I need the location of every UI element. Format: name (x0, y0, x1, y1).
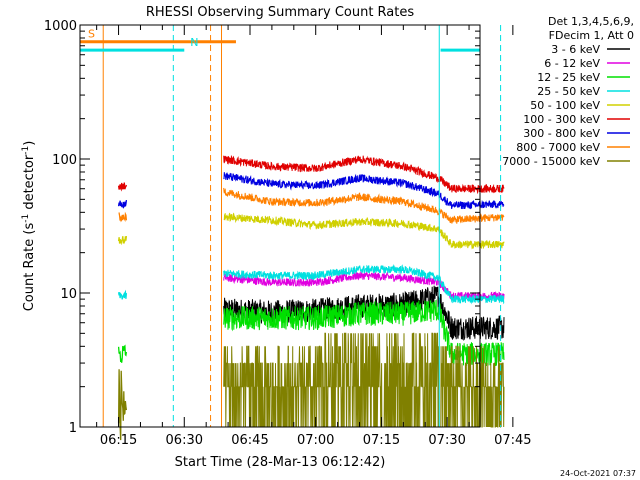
y-tick-label: 1000 (44, 19, 77, 34)
series-line-early (117, 182, 128, 192)
x-tick-label: 06:45 (231, 433, 268, 448)
x-tick-label: 07:15 (363, 433, 400, 448)
series-trace (117, 172, 505, 210)
y-tick-label: 100 (52, 153, 77, 168)
flag-label: S (88, 28, 95, 41)
legend-header-2: FDecim 1, Att 0 (549, 29, 634, 42)
series-line-early (117, 344, 128, 363)
legend-entry-label: 50 - 100 keV (530, 99, 600, 112)
series-line-early (117, 236, 128, 246)
x-tick-label: 07:00 (297, 433, 334, 448)
series-line-main (223, 332, 505, 428)
plot-area: SN (79, 25, 505, 441)
series-trace (117, 212, 505, 250)
series-line-main (223, 172, 505, 210)
x-tick-label: 07:45 (494, 433, 531, 448)
legend-entry-label: 12 - 25 keV (537, 71, 600, 84)
legend-entry-label: 6 - 12 keV (544, 57, 600, 70)
series-trace (117, 264, 505, 305)
y-tick-label: 10 (60, 287, 77, 302)
series-trace (117, 154, 505, 195)
series-line-early (117, 289, 128, 300)
legend-entry-label: 800 - 7000 keV (516, 141, 600, 154)
series-line-main (223, 212, 505, 250)
series-line-early (117, 200, 128, 209)
series-line-early (117, 369, 128, 441)
chart-title: RHESSI Observing Summary Count Rates (146, 5, 415, 20)
y-tick-label: 1 (69, 421, 77, 436)
x-tick-label: 06:15 (100, 433, 137, 448)
x-tick-label: 07:30 (428, 433, 465, 448)
legend-entry-label: 300 - 800 keV (523, 127, 600, 140)
legend-entry-label: 25 - 50 keV (537, 85, 600, 98)
flag-label: N (190, 36, 198, 49)
plot-frame (79, 24, 481, 428)
y-axis: 1 10 100 1000 (44, 19, 480, 436)
legend-entry-label: 100 - 300 keV (523, 113, 600, 126)
series-line-main (223, 187, 505, 224)
y-axis-label: Count Rate (s-1 detector-1) (21, 141, 37, 312)
x-axis-label: Start Time (28-Mar-13 06:12:42) (175, 455, 386, 470)
series-line-main (223, 264, 505, 305)
series-trace (118, 187, 505, 224)
legend-header-1: Det 1,3,4,5,6,9, (548, 15, 634, 28)
series-trace (117, 332, 505, 441)
series-line-main (223, 154, 505, 195)
series-line-early (118, 211, 128, 223)
x-axis: 06:15 06:30 06:45 07:00 07:15 07:30 07:45 (96, 25, 532, 448)
legend-entry-label: 3 - 6 keV (551, 43, 600, 56)
legend-entry-label: 7000 - 15000 keV (502, 155, 600, 168)
footer-timestamp: 24-Oct-2021 07:37 (560, 469, 636, 478)
legend: Det 1,3,4,5,6,9, FDecim 1, Att 0 3 - 6 k… (502, 15, 634, 168)
x-tick-label: 06:30 (166, 433, 203, 448)
